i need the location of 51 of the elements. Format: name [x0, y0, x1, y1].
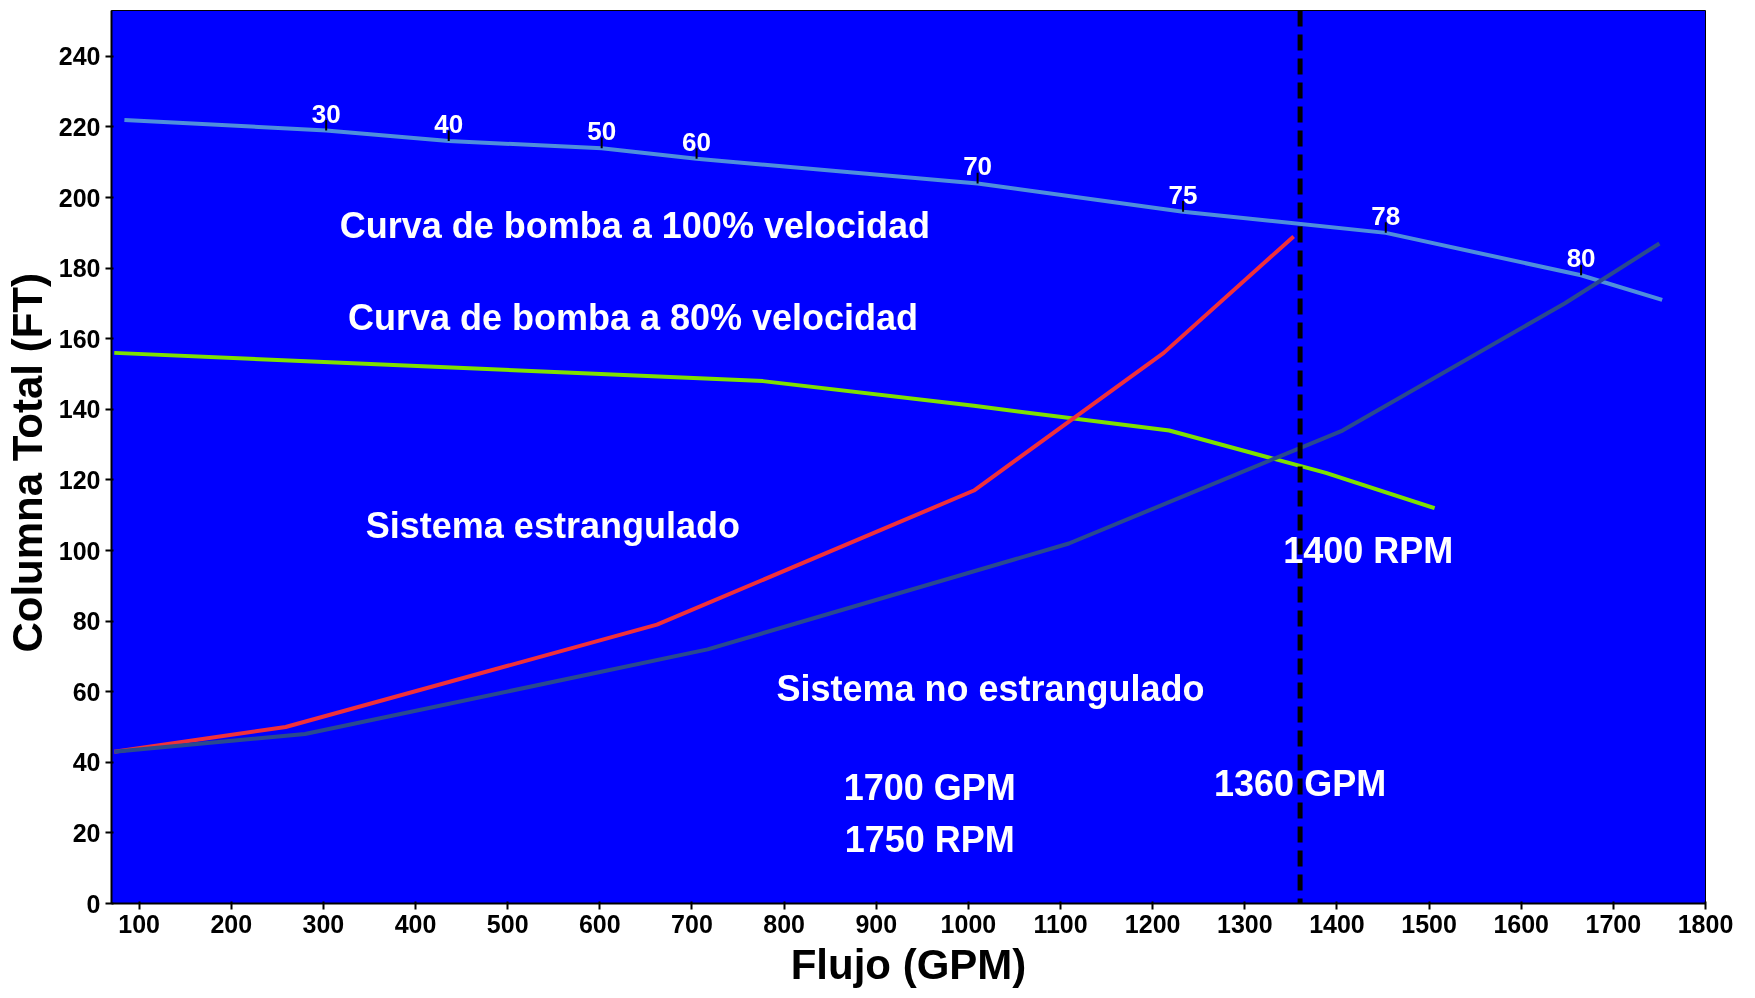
x-tick-label: 700 [671, 909, 713, 938]
ref-line-label: 1360 GPM [1214, 762, 1387, 804]
y-tick-label: 0 [86, 889, 101, 918]
x-tick-label: 1400 [1309, 909, 1365, 938]
annotation: 40 [434, 109, 464, 140]
annotation: 1400 RPM [1283, 530, 1454, 572]
annotation: 50 [587, 116, 617, 147]
annotation: 60 [682, 126, 712, 157]
y-tick-label: 160 [58, 324, 101, 353]
x-tick-label: 1700 [1585, 909, 1642, 938]
y-tick-label: 220 [58, 112, 101, 141]
y-tick-label: 180 [58, 254, 101, 283]
x-tick-label: 200 [210, 909, 253, 938]
line-series [112, 241, 1662, 754]
annotation: 1750 RPM [844, 819, 1015, 861]
annotation: Curva de bomba a 80% velocidad [347, 297, 919, 339]
x-tick-label: 1500 [1401, 909, 1457, 938]
y-tick-label: 240 [58, 42, 101, 71]
annotation: Sistema estrangulado [365, 505, 740, 547]
x-tick-label: 1100 [1033, 909, 1088, 938]
line-series [112, 350, 1437, 511]
x-axis-title: Flujo (GPM) [790, 940, 1027, 988]
annotation: 30 [311, 98, 341, 129]
x-tick-label: 1000 [940, 909, 997, 938]
y-axis-title: Columna Total (FT) [3, 273, 51, 653]
annotation: Curva de bomba a 100% velocidad [339, 205, 930, 247]
x-tick-label: 300 [302, 909, 345, 938]
x-tick-label: 600 [578, 909, 621, 938]
x-tick-label: 1800 [1677, 909, 1734, 938]
annotation: 80 [1566, 243, 1596, 274]
x-tick-label: 800 [763, 909, 805, 938]
y-tick-label: 100 [58, 536, 101, 565]
y-tick-label: 140 [58, 395, 101, 424]
x-tick-label: 1600 [1493, 909, 1550, 938]
y-tick-label: 80 [72, 607, 101, 636]
annotation: 70 [963, 151, 993, 182]
x-tick-label: 1300 [1217, 909, 1273, 938]
y-tick-label: 40 [72, 748, 101, 777]
x-tick-label: 1200 [1124, 909, 1181, 938]
x-tick-label: 100 [118, 909, 160, 938]
annotation: Sistema no estrangulado [776, 667, 1205, 709]
y-tick-label: 200 [58, 183, 101, 212]
annotation: 1700 GPM [843, 766, 1016, 808]
x-tick-label: 500 [486, 909, 529, 938]
annotation: 75 [1168, 179, 1198, 210]
y-tick-label: 20 [72, 818, 101, 847]
annotation: 78 [1371, 200, 1401, 231]
y-tick-label: 120 [58, 465, 101, 494]
y-tick-label: 60 [72, 677, 101, 706]
x-tick-label: 400 [394, 909, 437, 938]
x-tick-label: 900 [855, 909, 898, 938]
